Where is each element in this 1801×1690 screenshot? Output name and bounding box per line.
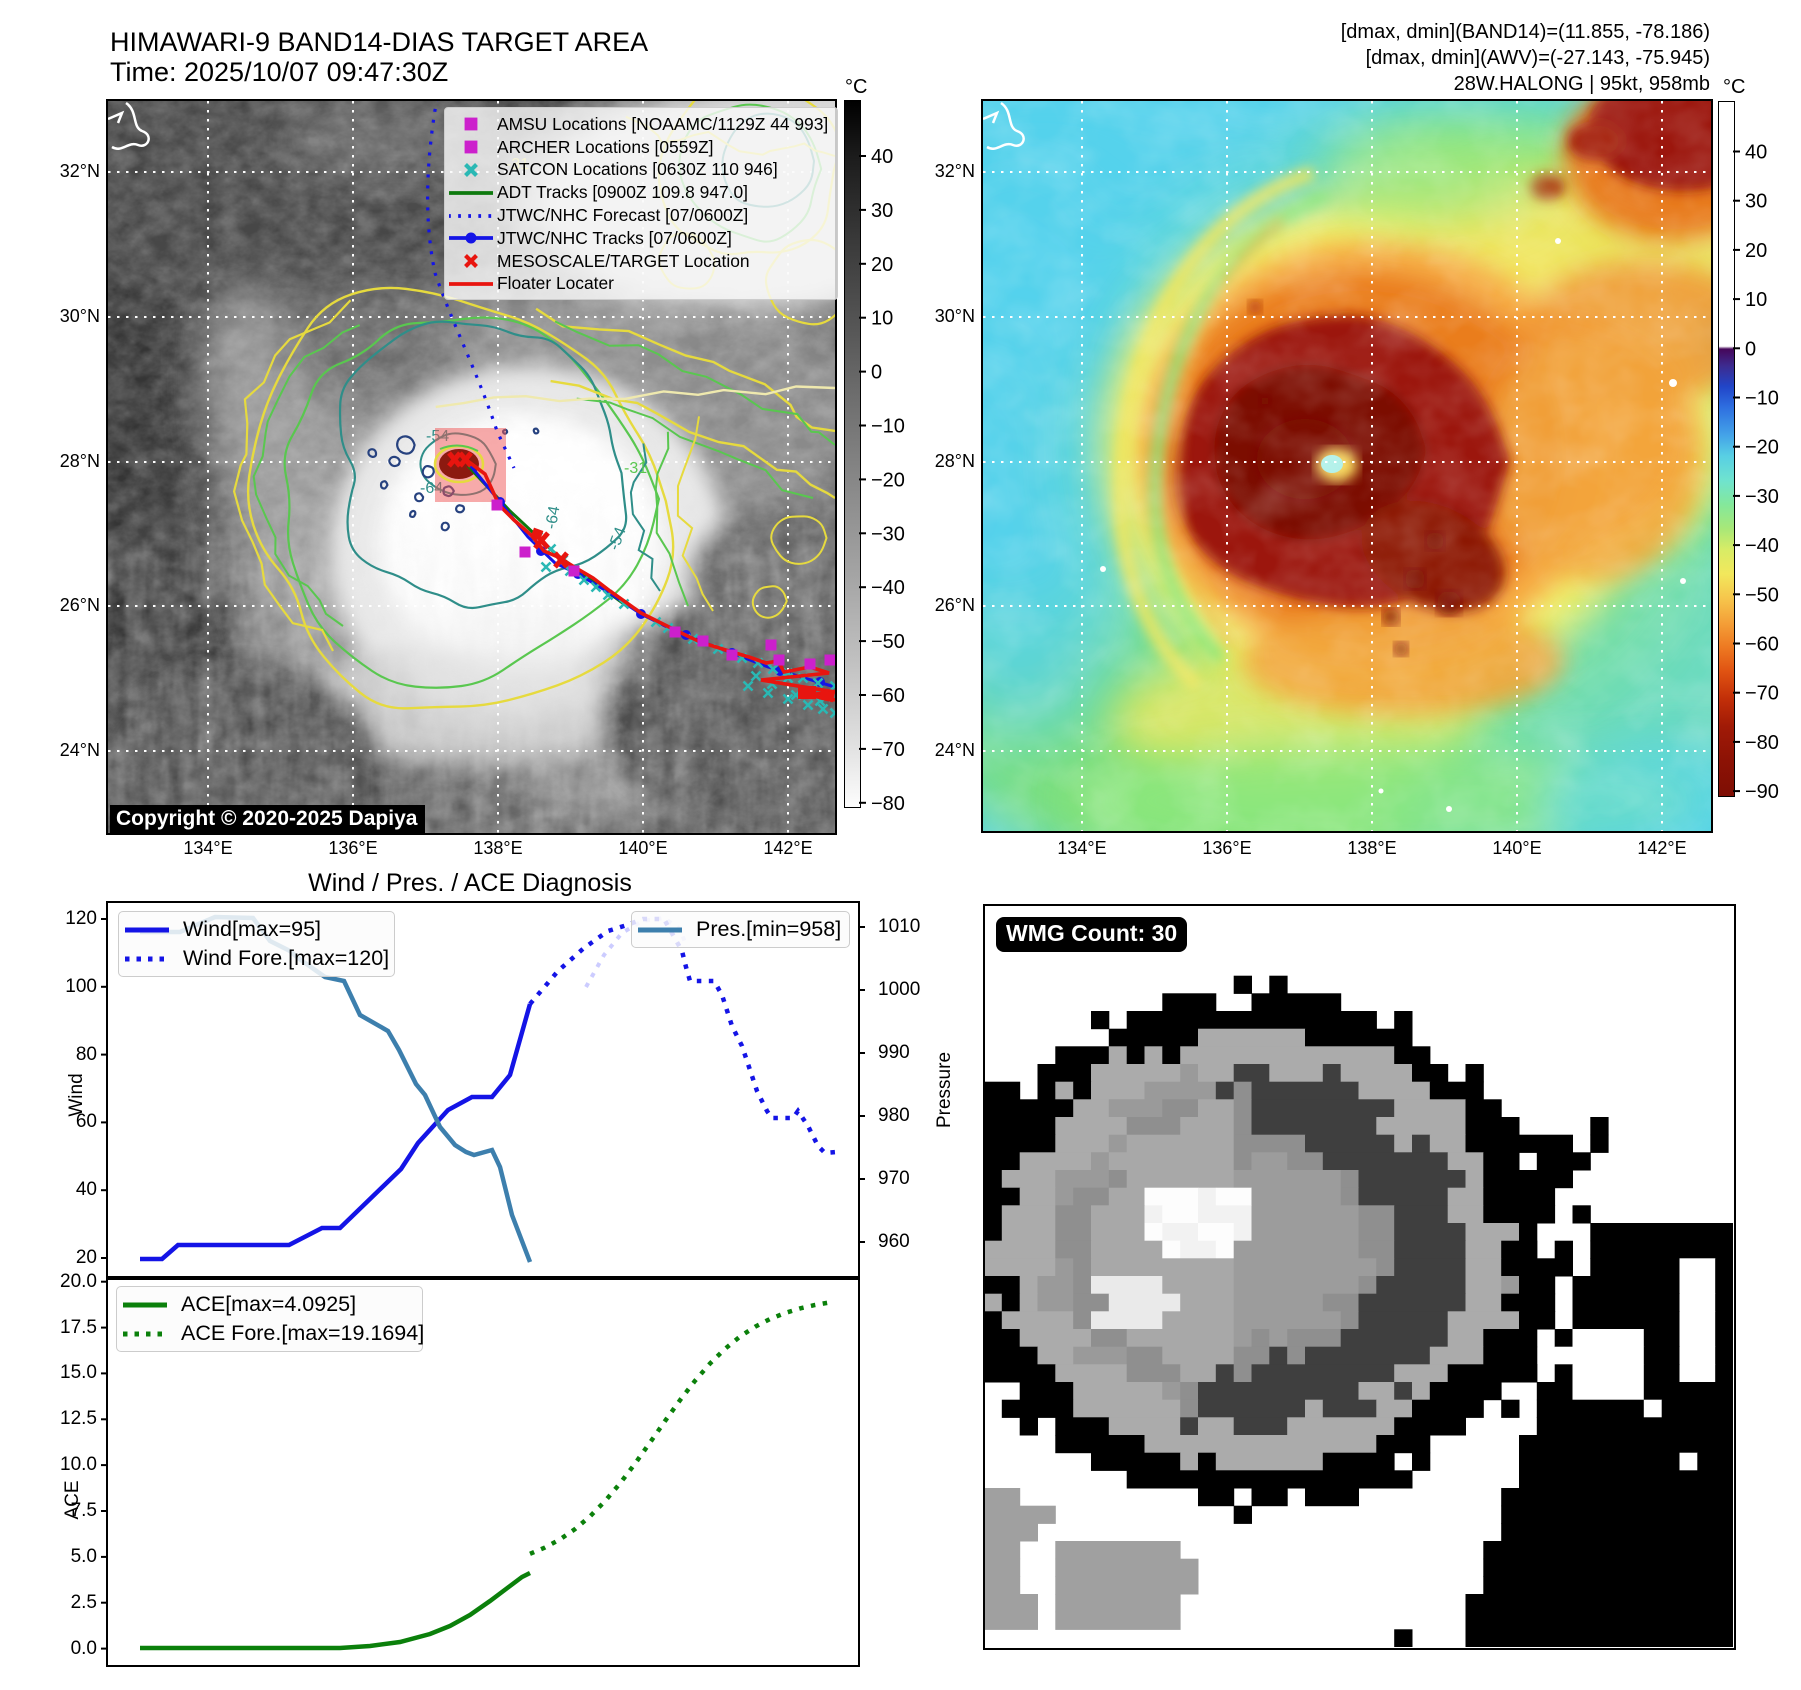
svg-text:20: 20	[871, 254, 893, 276]
svg-text:10: 10	[871, 308, 893, 330]
svg-text:30: 30	[871, 200, 893, 222]
svg-text:40: 40	[1745, 142, 1767, 164]
svg-text:-31: -31	[624, 460, 647, 477]
svg-text:−60: −60	[871, 685, 905, 707]
svg-text:−20: −20	[871, 469, 905, 491]
svg-text:−70: −70	[871, 739, 905, 761]
svg-text:−40: −40	[1745, 535, 1779, 557]
svg-text:0: 0	[871, 362, 882, 384]
svg-text:−90: −90	[1745, 781, 1779, 801]
svg-text:−30: −30	[871, 523, 905, 545]
svg-text:-54: -54	[606, 525, 630, 553]
svg-text:−20: −20	[1745, 437, 1779, 459]
svg-text:10: 10	[1745, 289, 1767, 311]
svg-text:30: 30	[1745, 191, 1767, 213]
svg-text:−10: −10	[1745, 388, 1779, 410]
svg-text:40: 40	[871, 146, 893, 168]
svg-text:−30: −30	[1745, 486, 1779, 508]
svg-text:−80: −80	[1745, 732, 1779, 754]
svg-text:−50: −50	[1745, 584, 1779, 606]
svg-text:20: 20	[1745, 240, 1767, 262]
svg-text:-64: -64	[543, 505, 564, 531]
svg-text:−40: −40	[871, 577, 905, 599]
svg-text:−80: −80	[871, 793, 905, 812]
svg-text:−10: −10	[871, 416, 905, 438]
svg-text:−60: −60	[1745, 634, 1779, 656]
svg-text:−50: −50	[871, 631, 905, 653]
svg-text:−70: −70	[1745, 683, 1779, 705]
svg-text:0: 0	[1745, 338, 1756, 360]
